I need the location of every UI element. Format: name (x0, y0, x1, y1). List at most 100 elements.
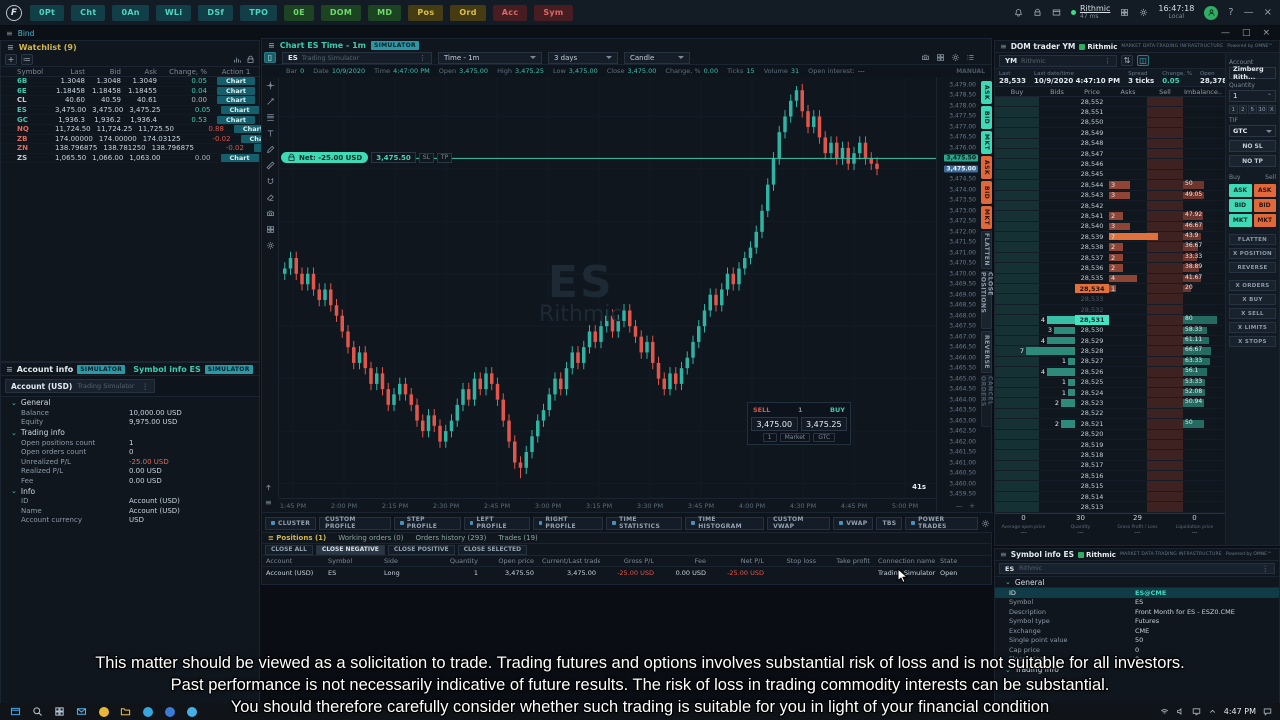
ruler-icon[interactable] (265, 161, 275, 170)
bid-cell[interactable] (1039, 294, 1075, 303)
buy-cell[interactable] (995, 357, 1039, 366)
preset-10-button[interactable]: 10 (1257, 105, 1267, 114)
ask-cell[interactable] (1109, 492, 1147, 501)
price-cell[interactable]: 28,550 (1080, 118, 1104, 127)
sell-cell[interactable] (1147, 170, 1183, 179)
menu-icon[interactable]: ≡ (7, 42, 14, 52)
bid-cell[interactable] (1039, 450, 1075, 459)
sell-cell[interactable] (1147, 149, 1183, 158)
sell-cell[interactable] (1147, 222, 1183, 231)
bid-cell[interactable] (1039, 284, 1075, 293)
bid-cell[interactable] (1039, 118, 1075, 127)
menu-icon[interactable]: ≡ (1000, 42, 1007, 51)
module-button-wli[interactable]: WLi (155, 4, 192, 21)
x-limits-button[interactable]: X LIMITS (1229, 322, 1276, 333)
ask-cell[interactable]: 7 (1109, 232, 1158, 241)
time-axis[interactable]: 1:45 PM 2:00 PM 2:15 PM 2:30 PM 2:45 PM 3:00 … (279, 498, 936, 511)
side-mkt-button[interactable]: MKT (981, 206, 992, 229)
search-icon[interactable] (31, 705, 44, 718)
bid-cell[interactable] (1039, 253, 1075, 262)
bid-cell[interactable]: 4 (1039, 336, 1075, 345)
toolbar-gear-icon[interactable] (981, 519, 990, 528)
taskbar-clock[interactable]: 4:47 PM (1223, 707, 1256, 716)
buy-cell[interactable] (995, 440, 1039, 449)
ask-cell[interactable] (1109, 170, 1147, 179)
start-icon[interactable] (9, 705, 22, 718)
chart-bars-icon[interactable] (233, 55, 242, 64)
bid-cell[interactable] (1039, 461, 1075, 470)
sell-cell[interactable] (1147, 471, 1183, 480)
module-button-tpo[interactable]: TPO (240, 4, 278, 21)
bid-cell[interactable]: 2 (1039, 419, 1075, 428)
buy-cell[interactable] (995, 253, 1039, 262)
dots-menu-icon[interactable]: ⋮ (419, 53, 426, 62)
sell-cell[interactable] (1147, 305, 1183, 314)
minimize-button[interactable]: — (1243, 7, 1254, 18)
bid-cell[interactable] (1039, 107, 1075, 116)
bid-cell[interactable] (1039, 191, 1075, 200)
price-cell[interactable]: 28,538 (1080, 243, 1104, 252)
sell-cell[interactable] (1147, 107, 1183, 116)
price-cell[interactable]: 28,522 (1080, 409, 1104, 418)
buy-cell[interactable] (995, 326, 1039, 335)
preset-5-button[interactable]: 5 (1248, 105, 1257, 114)
sell-bid-button[interactable]: BID (1253, 199, 1276, 212)
symbol-book-icon[interactable]: ▯ (264, 52, 276, 63)
buy-cell[interactable] (995, 409, 1039, 418)
sell-cell[interactable] (1147, 97, 1183, 106)
price-cell[interactable]: 28,527 (1080, 357, 1104, 366)
x-position-button[interactable]: X POSITION (1229, 248, 1276, 259)
buy-cell[interactable] (995, 274, 1039, 283)
dom-minimize-button[interactable]: — (1220, 28, 1230, 38)
side-reverse-button[interactable]: REVERSE (981, 331, 992, 373)
preset-x-button[interactable]: X (1267, 105, 1276, 114)
sell-cell[interactable] (1147, 180, 1183, 189)
chart-plot-area[interactable]: ES Rithmic Net: -25.00 USD 3,475.50 SL T… (279, 77, 936, 498)
dots-menu-icon[interactable]: ⋮ (1261, 564, 1270, 573)
connection-status[interactable]: Rithmic 47 ms (1070, 5, 1110, 20)
workspace-tab-bind[interactable]: Bind (17, 28, 35, 38)
aggregation-dropdown[interactable]: Time - 1m (438, 51, 542, 64)
bid-cell[interactable] (1039, 481, 1075, 490)
preset-2-button[interactable]: 2 (1238, 105, 1247, 114)
column-header[interactable]: Take profit (836, 557, 870, 565)
x-sell-button[interactable]: X SELL (1229, 308, 1276, 319)
skype-icon[interactable] (185, 705, 198, 718)
tp-button[interactable]: TP (436, 152, 453, 163)
gear-icon[interactable] (1139, 8, 1148, 17)
sell-cell[interactable] (1147, 346, 1183, 355)
reverse-button[interactable]: REVERSE (1229, 262, 1276, 273)
menu-icon[interactable]: ≡ (6, 28, 13, 38)
magnet-icon[interactable] (266, 177, 275, 186)
buy-cell[interactable] (995, 419, 1039, 428)
bid-cell[interactable]: 2 (1039, 398, 1075, 407)
buy-cell[interactable] (995, 461, 1039, 470)
ask-cell[interactable] (1109, 357, 1147, 366)
price-cell[interactable]: 28,520 (1080, 430, 1104, 439)
column-header[interactable]: Connection name (878, 557, 936, 565)
open-chart-button[interactable]: Chart (240, 134, 279, 143)
buy-cell[interactable] (995, 398, 1039, 407)
bid-cell[interactable]: 1 (1039, 378, 1075, 387)
x-orders-button[interactable]: X ORDERS (1229, 280, 1276, 291)
sell-cell[interactable] (1147, 419, 1183, 428)
buy-cell[interactable] (995, 139, 1039, 148)
ask-cell[interactable] (1109, 97, 1147, 106)
bid-cell[interactable] (1039, 242, 1075, 251)
open-chart-button[interactable]: Chart (217, 77, 255, 86)
gear-icon[interactable] (951, 53, 960, 62)
ask-cell[interactable]: 3 (1109, 191, 1147, 200)
buy-cell[interactable] (995, 450, 1039, 459)
positions-tab-2[interactable]: Orders history (293) (415, 534, 487, 542)
section-trading-info[interactable]: ⌄ Trading info (1005, 665, 1059, 674)
buy-mkt-button[interactable]: MKT (1229, 214, 1252, 227)
quantity-stepper[interactable]: ⌃ (1266, 92, 1272, 100)
price-cell[interactable]: 28,547 (1080, 149, 1104, 158)
ask-cell[interactable] (1109, 149, 1147, 158)
sell-cell[interactable] (1147, 492, 1183, 501)
column-header[interactable]: Gross P/L (623, 557, 654, 565)
section-general[interactable]: ⌄ General (995, 577, 1279, 588)
ask-cell[interactable] (1109, 419, 1147, 428)
open-chart-button[interactable]: Chart (217, 86, 255, 95)
column-header[interactable]: Symbol (328, 557, 353, 565)
